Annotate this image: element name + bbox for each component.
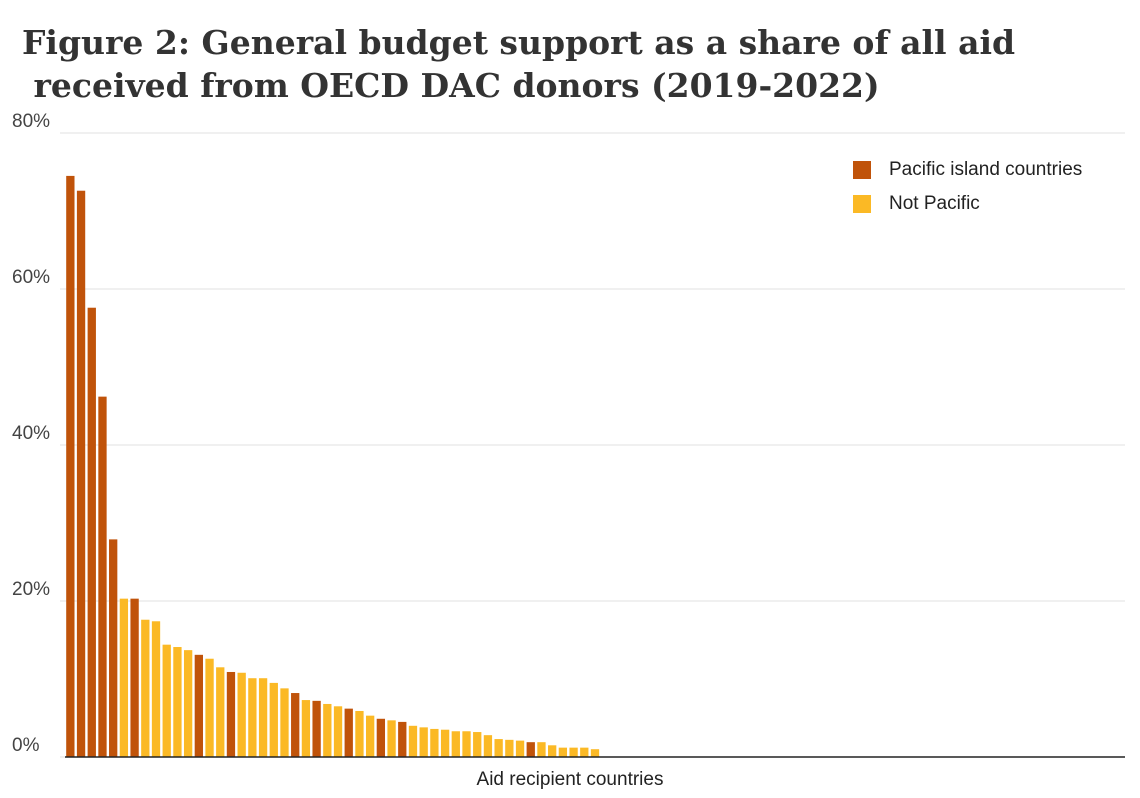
bar xyxy=(130,598,139,757)
bar xyxy=(548,745,557,757)
bar xyxy=(76,190,86,758)
bar xyxy=(419,727,428,757)
bar xyxy=(269,682,278,757)
bar xyxy=(226,671,236,757)
bar xyxy=(66,175,75,757)
bar xyxy=(387,720,396,757)
bar xyxy=(291,693,300,757)
x-axis-label: Aid recipient countries xyxy=(477,769,664,790)
bar xyxy=(365,715,375,757)
bar xyxy=(398,721,407,757)
y-tick-label: 80% xyxy=(12,111,50,132)
bar xyxy=(537,742,546,757)
bar xyxy=(515,740,525,757)
y-tick-label: 40% xyxy=(12,423,50,444)
bar xyxy=(494,739,503,757)
bar xyxy=(162,644,171,757)
bar xyxy=(462,731,471,757)
bar xyxy=(258,678,268,757)
bar xyxy=(109,539,118,757)
bar xyxy=(280,688,289,757)
bar xyxy=(505,739,514,757)
bar xyxy=(451,731,460,757)
bar xyxy=(87,307,96,757)
bar xyxy=(216,667,225,757)
bar xyxy=(194,654,203,757)
bar xyxy=(183,650,193,757)
y-tick-label: 20% xyxy=(12,579,50,600)
bar xyxy=(376,718,386,757)
bar xyxy=(355,710,364,757)
bar xyxy=(580,747,589,757)
legend-swatch xyxy=(853,161,871,179)
bar xyxy=(205,658,214,757)
bar xyxy=(408,725,418,757)
chart-title: Figure 2: General budget support as a sh… xyxy=(22,23,1015,105)
bar xyxy=(483,735,493,757)
bar xyxy=(569,747,578,757)
bar xyxy=(173,647,182,757)
bar xyxy=(98,396,107,757)
bar xyxy=(237,672,246,757)
bar xyxy=(248,678,257,757)
bar xyxy=(119,598,129,757)
bar xyxy=(430,728,439,757)
bar xyxy=(151,621,161,757)
bar xyxy=(141,619,150,757)
bar xyxy=(312,700,321,757)
bar xyxy=(590,749,600,757)
legend-swatch xyxy=(853,195,871,213)
bar xyxy=(558,747,568,757)
y-tick-label: 0% xyxy=(12,735,40,756)
bar xyxy=(440,729,450,757)
legend-label: Not Pacific xyxy=(889,193,980,214)
bar xyxy=(333,706,343,757)
bar xyxy=(473,732,482,757)
y-tick-label: 60% xyxy=(12,267,50,288)
bar xyxy=(344,708,353,757)
bar xyxy=(323,703,332,757)
legend-label: Pacific island countries xyxy=(889,159,1082,180)
bar xyxy=(301,700,311,757)
bar xyxy=(526,742,535,757)
